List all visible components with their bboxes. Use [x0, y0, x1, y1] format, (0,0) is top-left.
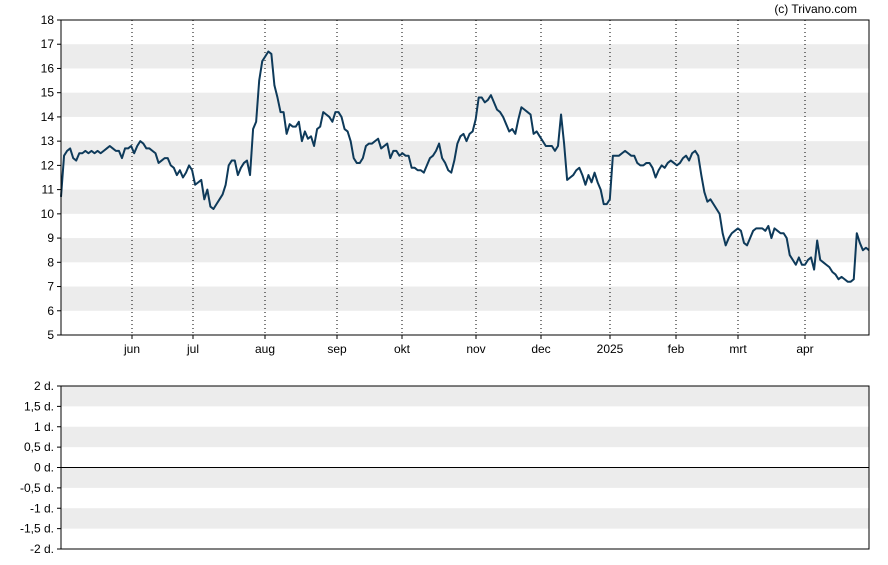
grid-band: [61, 92, 869, 117]
y-tick-label: 11: [42, 183, 55, 197]
price-series-line: [60, 50, 870, 283]
y-tick-label: 15: [41, 86, 55, 100]
grid-band: [61, 141, 869, 166]
plot-frame: [60, 19, 870, 336]
grid-band: [61, 189, 869, 214]
grid-band: [61, 386, 869, 407]
price-chart: jun jul aug sep okt nov dec 2025 feb mrt apr 5 6 7 8 9 1…: [41, 13, 870, 356]
x-tick-label: nov: [466, 342, 485, 356]
y-tick-label: 17: [41, 37, 55, 51]
y-tick-label: -1,5 d.: [20, 522, 54, 536]
y-tick-label: 0,5 d.: [24, 440, 54, 454]
y-tick-label: 14: [41, 110, 55, 124]
x-tick-label: mrt: [729, 342, 747, 356]
plot-frame: [60, 385, 870, 550]
x-tick-label: feb: [668, 342, 685, 356]
y-tick-label: 9: [47, 231, 54, 245]
y-tick-label: 2 d.: [34, 379, 54, 393]
y-tick-label: 10: [41, 207, 55, 221]
x-tick-label: jun: [123, 342, 140, 356]
y-tick-label: 16: [41, 61, 55, 75]
x-tick-label: 2025: [597, 342, 624, 356]
y-tick-label: 18: [41, 13, 55, 27]
grid-band: [61, 238, 869, 263]
grid-band: [61, 286, 869, 311]
y-tick-label: 1,5 d.: [24, 399, 54, 413]
y-tick-label: 13: [41, 134, 55, 148]
y-tick-label: 8: [47, 255, 54, 269]
y-tick-label: 1 d.: [34, 420, 54, 434]
y-tick-label: -2 d.: [30, 542, 54, 556]
y-tick-label: -1 d.: [30, 501, 54, 515]
x-tick-label: okt: [394, 342, 411, 356]
grid-band: [61, 467, 869, 488]
y-tick-label: -0,5 d.: [20, 481, 54, 495]
y-tick-label: 6: [47, 304, 54, 318]
y-tick-label: 5: [47, 328, 54, 342]
y-tick-label: 7: [47, 280, 54, 294]
x-tick-label: apr: [796, 342, 813, 356]
x-tick-label: aug: [255, 342, 275, 356]
bottom-chart: 2 d. 1,5 d. 1 d. 0,5 d. 0 d. -0,5 d. -1 d. -1,5…: [20, 379, 870, 556]
y-tick-label: 12: [41, 158, 55, 172]
x-tick-label: sep: [327, 342, 347, 356]
grid-band: [61, 44, 869, 69]
x-tick-label: dec: [531, 342, 550, 356]
credit-text: (c) Trivano.com: [774, 2, 857, 16]
x-tick-label: jul: [186, 342, 199, 356]
grid-band: [61, 508, 869, 529]
y-tick-label: 0 d.: [34, 461, 54, 475]
grid-band: [61, 426, 869, 448]
